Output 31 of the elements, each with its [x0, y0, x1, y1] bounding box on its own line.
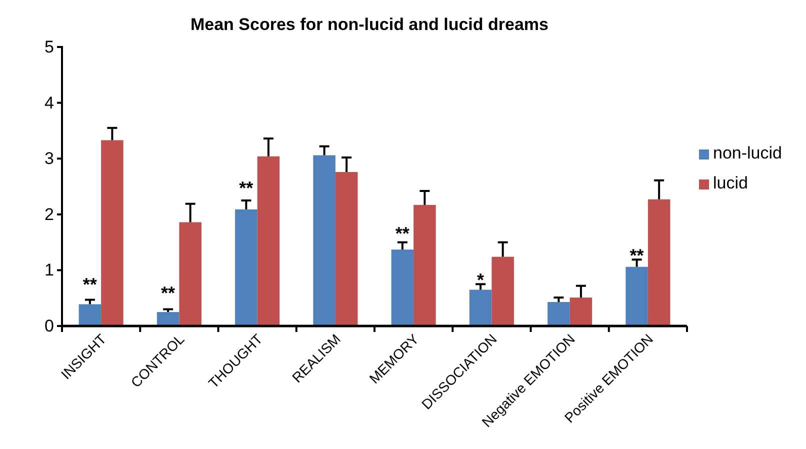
bar — [414, 204, 436, 326]
legend-label: lucid — [713, 174, 748, 192]
bar — [492, 256, 514, 326]
bar — [626, 266, 648, 326]
y-tick-label: 1 — [44, 260, 54, 280]
bar — [235, 209, 258, 326]
y-tick-label: 4 — [44, 93, 54, 112]
annotation: ** — [161, 282, 176, 303]
bar — [313, 155, 336, 326]
annotation: ** — [239, 178, 254, 198]
bar — [548, 302, 570, 326]
chart-title: Mean Scores for non-lucid and lucid dreams — [190, 15, 549, 34]
bar — [78, 304, 102, 326]
annotation: ** — [82, 274, 97, 294]
y-tick-label: 3 — [44, 149, 54, 168]
annotation: ** — [630, 245, 644, 266]
bar — [335, 172, 358, 326]
bar — [570, 298, 592, 326]
bar — [179, 222, 202, 326]
annotation: * — [477, 270, 484, 290]
annotation: ** — [395, 224, 410, 244]
bar — [257, 156, 280, 326]
bar — [156, 312, 180, 326]
y-tick-label: 2 — [44, 204, 54, 224]
bar — [648, 199, 670, 326]
bar — [101, 140, 124, 326]
y-tick-label: 5 — [44, 37, 54, 56]
bar — [391, 250, 414, 326]
legend-label: non-lucid — [713, 144, 782, 162]
bar — [469, 290, 492, 326]
y-tick-label: 0 — [44, 316, 54, 336]
